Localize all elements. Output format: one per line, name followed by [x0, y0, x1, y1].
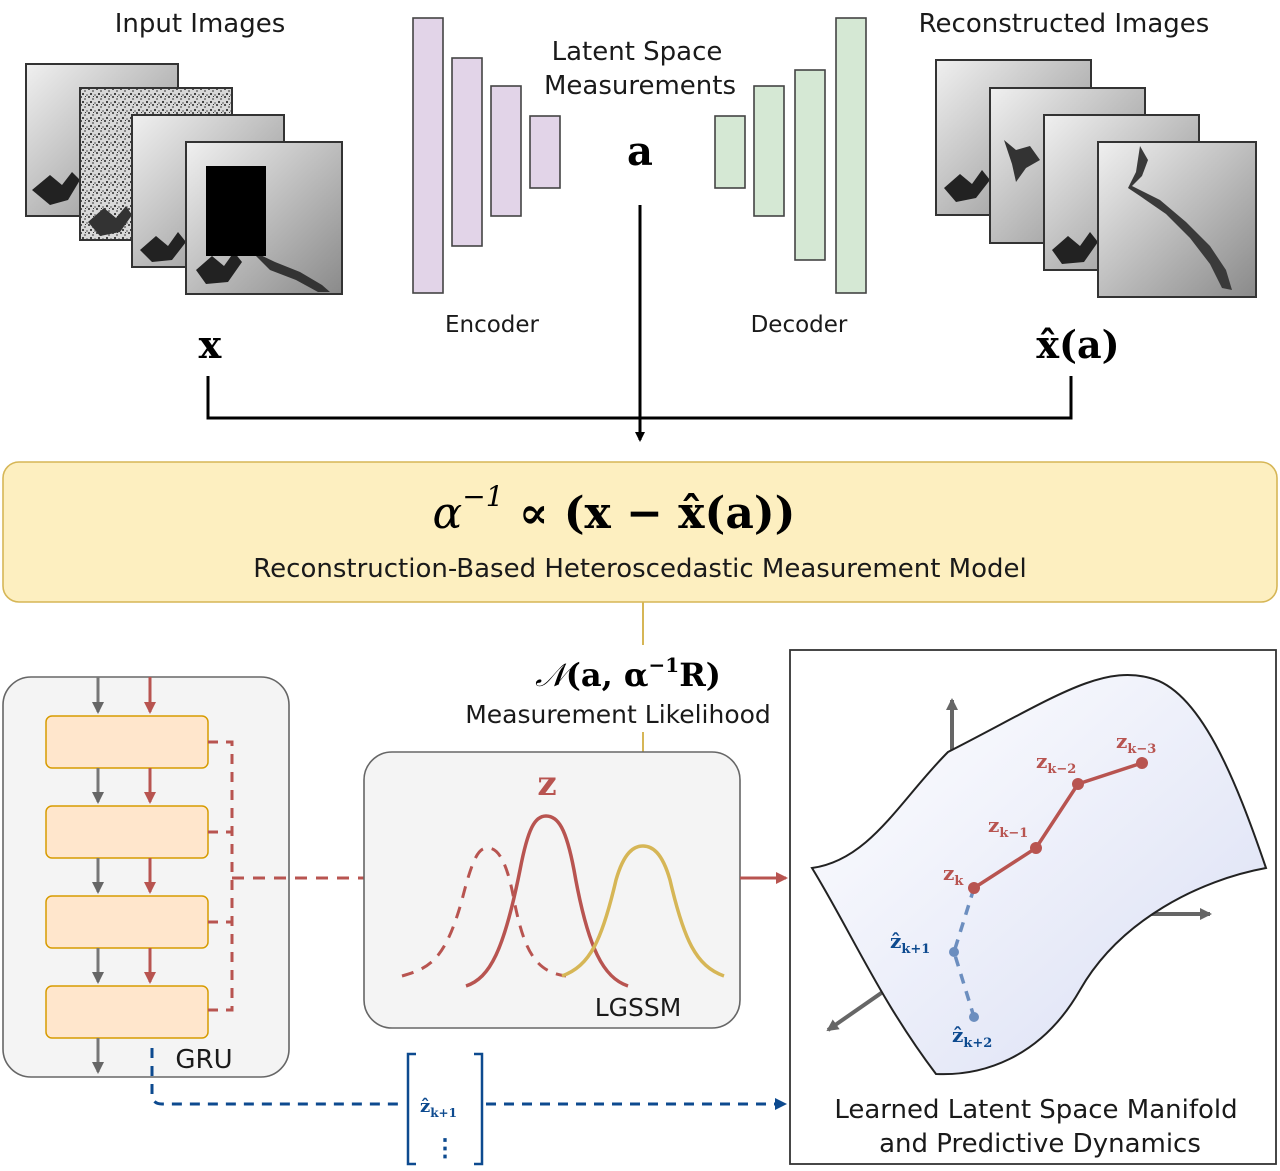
- encoder-layer-2: [451, 57, 483, 247]
- lgssm-label: LGSSM: [595, 993, 682, 1022]
- lgssm-panel: z LGSSM: [363, 751, 741, 1029]
- input-image-stack: [25, 63, 343, 295]
- encoder-layer-1: [412, 17, 444, 294]
- label-zhat-k+1: ẑk+1: [890, 929, 930, 957]
- measurement-model-box: α−1 ∝ (x − x̂(a)) Reconstruction-Based H…: [2, 461, 1278, 603]
- vector-right-bracket: [474, 1052, 484, 1166]
- point-z-k: [968, 882, 980, 894]
- likelihood-formula: 𝒩(a, α−1R): [535, 653, 721, 694]
- label-z-k-3: zk−3: [1116, 729, 1156, 757]
- posterior-distribution-curve: [465, 814, 629, 988]
- decoder-label: Decoder: [751, 312, 848, 338]
- decoder-layer-1: [714, 115, 746, 189]
- input-symbol: x: [199, 322, 222, 367]
- predicted-trajectory: [952, 887, 976, 1018]
- point-zhat-k+1: [949, 947, 959, 957]
- measurement-model-formula: α−1 ∝ (x − x̂(a)): [433, 480, 796, 539]
- label-z-k: zk: [943, 861, 964, 889]
- encoder-layer-4: [529, 115, 561, 189]
- occlusion-block: [206, 166, 266, 256]
- gru-to-prediction-path: [150, 1048, 405, 1106]
- decoder-layer-4: [835, 17, 867, 294]
- vector-dots: ⋮: [433, 1133, 457, 1162]
- decoder: [714, 17, 867, 294]
- gru-label: GRU: [175, 1045, 232, 1075]
- gru-cell-4: [45, 985, 209, 1039]
- latent-manifold-surface: [810, 674, 1268, 1076]
- reconstruction-symbol: x̂(a): [1036, 322, 1119, 367]
- top-connector: [206, 205, 1073, 442]
- encoder-label: Encoder: [445, 312, 540, 338]
- latent-symbol: a: [627, 128, 653, 175]
- recon-image-4: [1097, 141, 1257, 298]
- latent-state-symbol: z: [537, 764, 556, 804]
- manifold-caption-line1: Learned Latent Space Manifold: [834, 1095, 1237, 1125]
- label-zhat-k+2: ẑk+2: [952, 1023, 992, 1051]
- manifold-caption-line2: and Predictive Dynamics: [879, 1129, 1201, 1159]
- point-zhat-k+2: [969, 1012, 979, 1022]
- reconstructed-images-title: Reconstructed Images: [919, 9, 1210, 39]
- input-recon-bracket: [206, 376, 1073, 420]
- encoder-layer-3: [490, 85, 522, 217]
- point-z-k-2: [1072, 778, 1084, 790]
- point-z-k-1: [1030, 842, 1042, 854]
- label-z-k-2: zk−2: [1036, 749, 1076, 777]
- gru-cell-2: [45, 805, 209, 859]
- gru-cell-3: [45, 895, 209, 949]
- label-z-k-1: zk−1: [988, 813, 1028, 841]
- measurement-model-caption: Reconstruction-Based Heteroscedastic Mea…: [253, 554, 1027, 584]
- gru-cell-1: [45, 715, 209, 769]
- vector-entry: ẑk+1: [420, 1096, 457, 1120]
- prediction-vector: ẑk+1 ⋮: [406, 1052, 484, 1166]
- point-z-k-3: [1136, 757, 1148, 769]
- gru-panel: GRU: [2, 676, 290, 1078]
- decoder-layer-2: [753, 85, 785, 217]
- reconstructed-image-stack: [935, 59, 1257, 298]
- encoder: [412, 17, 561, 294]
- observed-trajectory: [973, 761, 1143, 890]
- likelihood-caption: Measurement Likelihood: [465, 700, 771, 729]
- prior-distribution-curve: [401, 846, 567, 978]
- decoder-layer-3: [794, 69, 826, 261]
- input-image-occluded: [185, 141, 343, 295]
- vector-left-bracket: [406, 1052, 416, 1166]
- likelihood-distribution-curve: [561, 844, 725, 978]
- latent-title-line1: Latent Space: [552, 37, 723, 67]
- gru-output-dashed: [208, 740, 234, 1012]
- latent-title-line2: Measurements: [544, 71, 736, 101]
- manifold-panel: zk−3 zk−2 zk−1 zk ẑk+1 ẑk+2 Learned Late…: [789, 649, 1277, 1165]
- input-images-title: Input Images: [115, 9, 286, 39]
